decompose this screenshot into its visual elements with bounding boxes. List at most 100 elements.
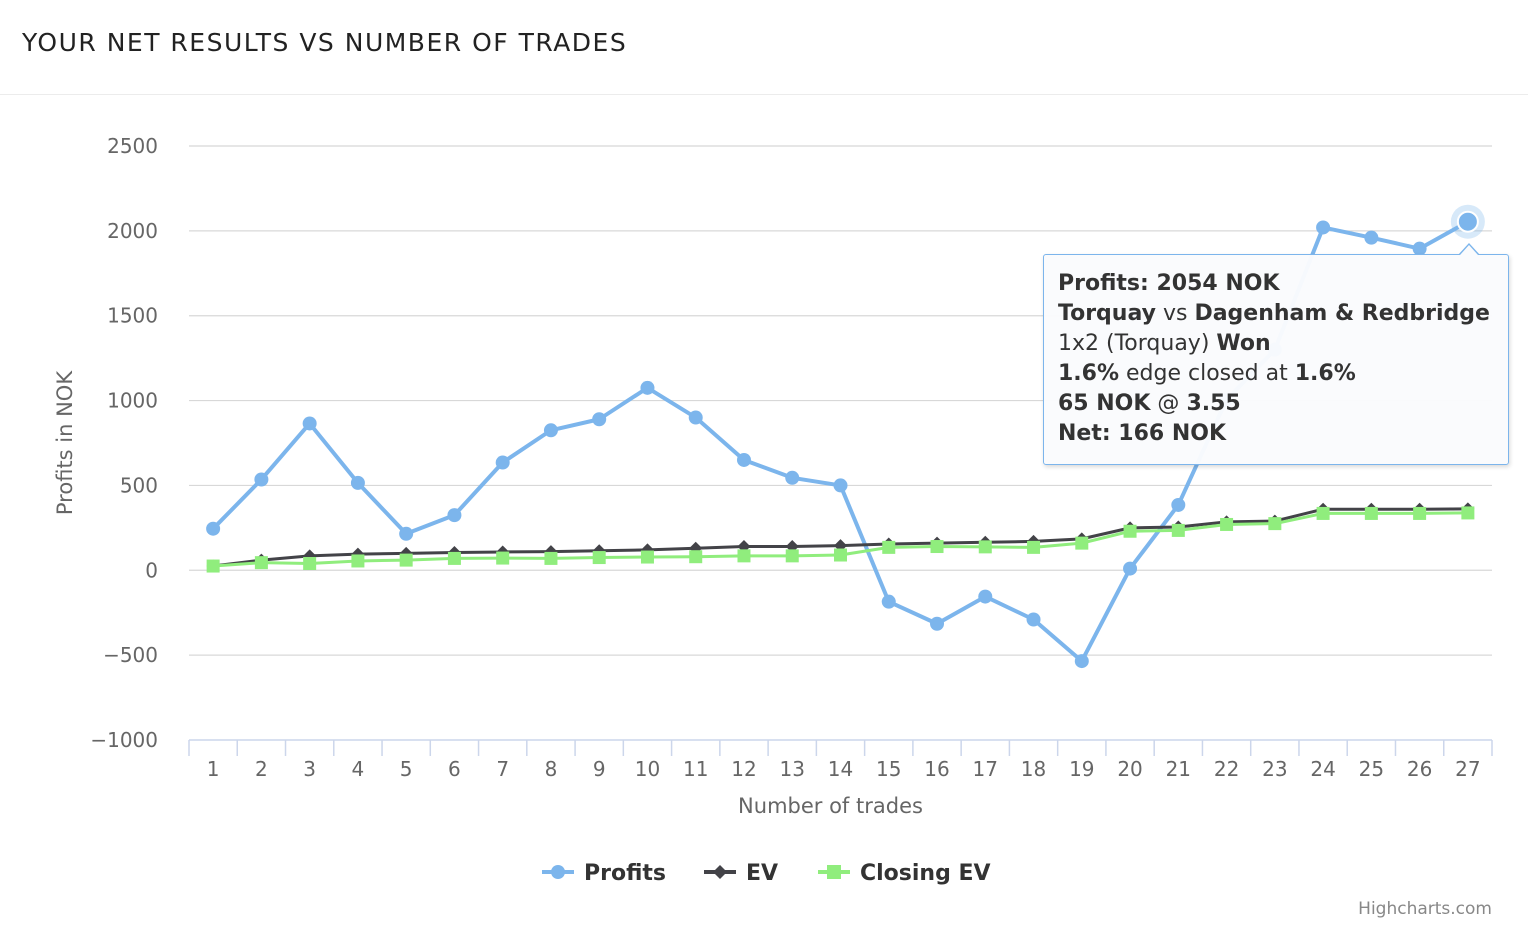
data-point xyxy=(1220,517,1234,531)
y-tick-label: −1000 xyxy=(90,728,158,752)
y-tick-label: 2000 xyxy=(107,219,158,243)
data-point xyxy=(1026,612,1041,627)
x-tick-label: 8 xyxy=(545,757,558,781)
y-tick-label: 1000 xyxy=(107,389,158,413)
data-point xyxy=(689,550,703,564)
x-tick-label: 24 xyxy=(1310,757,1335,781)
grid-lines xyxy=(189,145,1492,656)
tooltip-market-line: 1x2 (Torquay) Won xyxy=(1058,329,1494,359)
legend-item-closing-ev[interactable]: Closing EV xyxy=(818,861,991,886)
x-tick-label: 16 xyxy=(924,757,949,781)
data-point xyxy=(1316,220,1331,235)
y-axis: −1000 −500 0 500 1000 1500 2000 2500 Profits in … xyxy=(53,134,158,752)
x-tick-label: 12 xyxy=(731,757,756,781)
x-tick-label: 1 xyxy=(207,757,220,781)
tooltip-stake-line: 65 NOK @ 3.55 xyxy=(1058,389,1494,419)
highcharts-credits[interactable]: Highcharts.com xyxy=(1358,899,1492,919)
y-axis-title: Profits in NOK xyxy=(53,370,77,515)
data-point xyxy=(399,526,414,541)
legend-label: EV xyxy=(746,861,778,886)
tooltip-market: 1x2 (Torquay) xyxy=(1058,331,1217,356)
tooltip-match-line: Torquay vs Dagenham & Redbridge xyxy=(1058,299,1494,329)
x-tick-label: 20 xyxy=(1117,757,1142,781)
data-point xyxy=(254,472,269,487)
data-point xyxy=(930,616,945,631)
x-tick-label: 5 xyxy=(400,757,413,781)
tooltip-odds: 3.55 xyxy=(1186,391,1241,416)
chart-header: YOUR NET RESULTS VS NUMBER OF TRADES xyxy=(0,0,1528,95)
data-point xyxy=(833,478,848,493)
data-point xyxy=(1413,506,1427,520)
data-point xyxy=(1074,654,1089,669)
series-closing-ev xyxy=(206,506,1475,573)
x-tick-label: 11 xyxy=(683,757,708,781)
tooltip-away-team: Dagenham & Redbridge xyxy=(1194,301,1490,326)
data-point xyxy=(834,548,847,562)
legend-symbol-marker xyxy=(551,865,565,879)
data-point xyxy=(640,550,654,564)
data-point xyxy=(1461,506,1475,520)
data-point xyxy=(978,589,993,604)
data-point xyxy=(544,551,558,565)
x-tick-label: 2 xyxy=(255,757,268,781)
legend[interactable]: Profits EV Closing EV xyxy=(542,861,991,886)
x-tick-label: 17 xyxy=(973,757,998,781)
data-point xyxy=(881,594,896,609)
data-point xyxy=(592,412,607,427)
data-point xyxy=(495,455,510,470)
legend-symbol-marker xyxy=(827,865,841,879)
tooltip-edge-line: 1.6% edge closed at 1.6% xyxy=(1058,359,1494,389)
data-point xyxy=(930,540,944,554)
data-point xyxy=(543,423,558,438)
y-tick-label: 1500 xyxy=(107,304,158,328)
data-point xyxy=(206,559,220,573)
tooltip-net: Net: 166 NOK xyxy=(1058,421,1227,446)
data-point xyxy=(785,549,799,563)
data-point xyxy=(1316,506,1330,520)
data-point xyxy=(206,521,221,536)
tooltip-profits-line: Profits: 2054 NOK xyxy=(1058,269,1494,299)
tooltip-edge: 1.6% xyxy=(1058,361,1120,386)
data-point xyxy=(303,556,317,570)
legend-item-ev[interactable]: EV xyxy=(704,861,778,886)
x-tick-label: 6 xyxy=(448,757,461,781)
tooltip-vs: vs xyxy=(1155,301,1195,326)
x-tick-label: 13 xyxy=(780,757,805,781)
x-tick-label: 23 xyxy=(1262,757,1287,781)
x-tick-label: 19 xyxy=(1069,757,1094,781)
x-tick-label: 7 xyxy=(496,757,509,781)
data-point xyxy=(1171,497,1186,512)
x-tick-label: 10 xyxy=(635,757,660,781)
x-axis-title: Number of trades xyxy=(738,794,923,818)
data-point xyxy=(496,551,510,565)
legend-symbol-marker xyxy=(713,865,727,879)
y-tick-label: 0 xyxy=(145,558,158,582)
x-tick-label: 9 xyxy=(593,757,606,781)
x-tick-label: 15 xyxy=(876,757,901,781)
tooltip-at: @ xyxy=(1150,391,1187,416)
data-point xyxy=(1123,561,1138,576)
legend-item-profits[interactable]: Profits xyxy=(542,861,666,886)
y-tick-label: 2500 xyxy=(107,134,158,158)
x-tick-label: 3 xyxy=(303,757,316,781)
legend-label: Closing EV xyxy=(860,861,991,886)
tooltip-profits: Profits: 2054 NOK xyxy=(1058,271,1280,296)
tooltip-net-line: Net: 166 NOK xyxy=(1058,419,1494,449)
data-point xyxy=(1123,524,1137,538)
series-ev xyxy=(206,502,1475,573)
data-point xyxy=(447,551,461,565)
point-tooltip: Profits: 2054 NOK Torquay vs Dagenham & … xyxy=(1043,243,1509,465)
data-point xyxy=(1027,540,1041,554)
data-point xyxy=(1171,523,1185,537)
x-tick-label: 25 xyxy=(1359,757,1384,781)
series-group xyxy=(206,204,1485,669)
tooltip-home-team: Torquay xyxy=(1058,301,1156,326)
legend-label: Profits xyxy=(584,861,666,886)
data-point xyxy=(447,508,462,523)
tooltip-edge-text: edge closed at xyxy=(1119,361,1295,386)
data-point xyxy=(882,540,896,554)
data-point xyxy=(592,551,606,565)
x-tick-label: 21 xyxy=(1166,757,1191,781)
data-point xyxy=(737,549,751,563)
